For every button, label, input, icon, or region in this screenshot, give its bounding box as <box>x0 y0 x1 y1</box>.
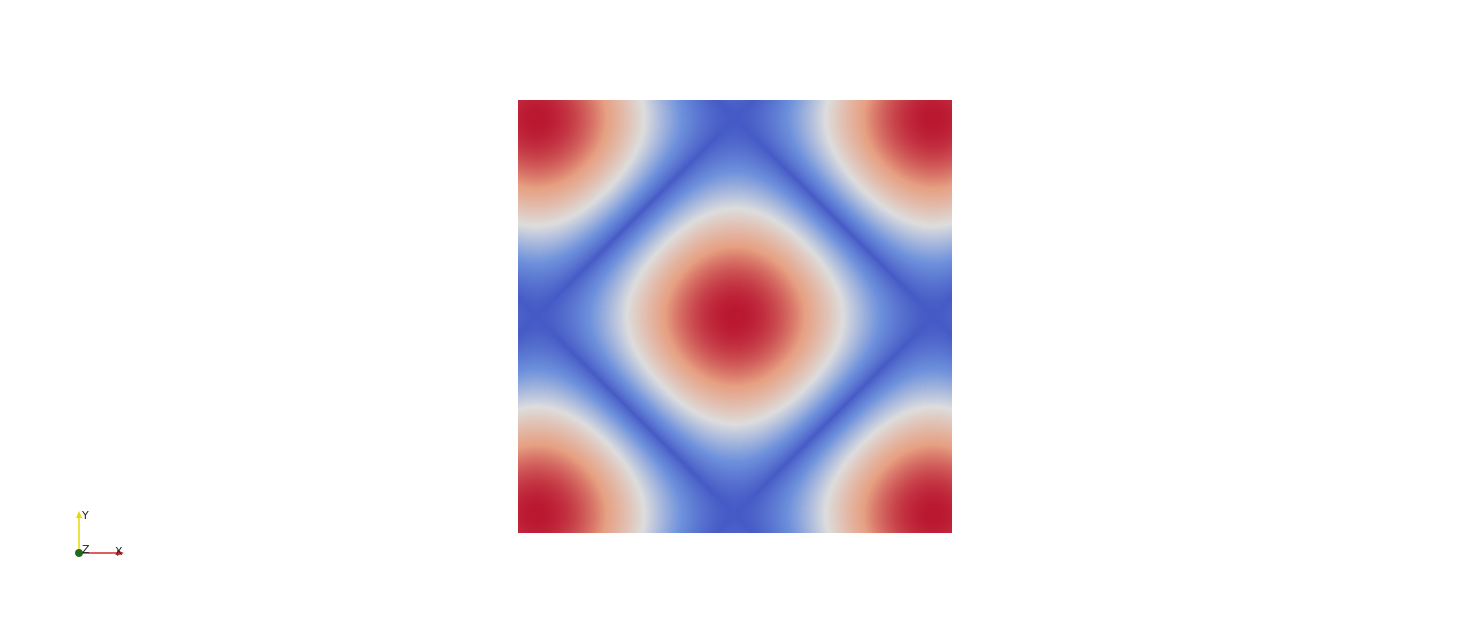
z-axis-label: Z <box>82 543 90 556</box>
scalar-field-plot[interactable] <box>518 100 952 533</box>
x-axis-label: X <box>115 545 123 558</box>
z-axis-dot <box>75 549 83 557</box>
x-axis-arrow <box>117 550 124 556</box>
y-axis-label: Y <box>81 509 89 522</box>
y-axis-arrow <box>76 511 82 518</box>
